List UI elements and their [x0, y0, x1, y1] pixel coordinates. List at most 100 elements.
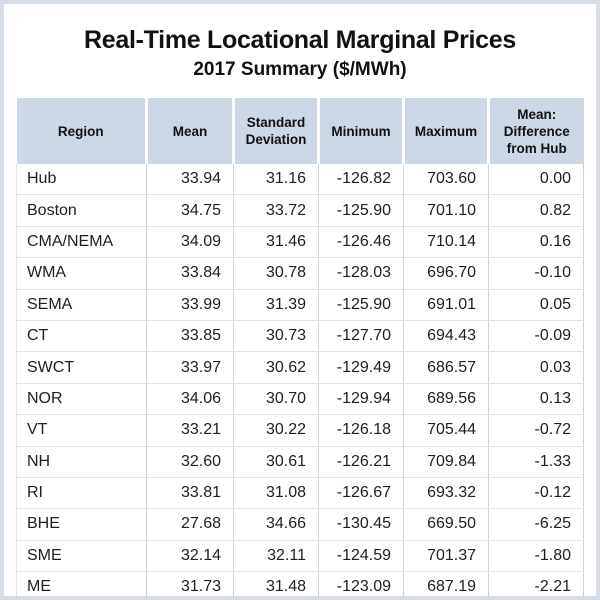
value-cell: 709.84 — [403, 446, 489, 478]
value-cell: 31.39 — [233, 289, 319, 321]
value-cell: 31.16 — [233, 164, 319, 196]
value-cell: -6.25 — [488, 508, 584, 541]
value-cell: -0.09 — [488, 320, 584, 353]
region-cell: WMA — [16, 257, 147, 290]
value-cell: -125.90 — [318, 289, 404, 321]
value-cell: 693.32 — [403, 477, 489, 510]
region-cell: SME — [16, 540, 147, 573]
value-cell: 31.73 — [146, 571, 234, 596]
value-cell: -124.59 — [318, 540, 404, 573]
value-cell: -0.10 — [488, 257, 584, 290]
value-cell: 33.94 — [146, 164, 234, 196]
value-cell: 30.73 — [233, 320, 319, 353]
region-cell: NOR — [16, 383, 147, 416]
table-body: Hub 33.94 31.16 -126.82 703.60 0.00 Boston 34.7… — [16, 164, 584, 596]
value-cell: 30.61 — [233, 446, 319, 478]
region-cell: SWCT — [16, 351, 147, 384]
value-cell: -125.90 — [318, 194, 404, 227]
table-row: CT 33.85 30.73 -127.70 694.43 -0.09 — [16, 320, 584, 353]
table-row: BHE 27.68 34.66 -130.45 669.50 -6.25 — [16, 508, 584, 541]
value-cell: 27.68 — [146, 508, 234, 541]
value-cell: 34.09 — [146, 226, 234, 259]
value-cell: 0.13 — [488, 383, 584, 416]
column-header-5: Mean: Difference from Hub — [488, 98, 584, 164]
table-row: CMA/NEMA 34.09 31.46 -126.46 710.14 0.16 — [16, 226, 584, 259]
table-row: WMA 33.84 30.78 -128.03 696.70 -0.10 — [16, 257, 584, 290]
region-cell: ME — [16, 571, 147, 596]
value-cell: 701.10 — [403, 194, 489, 227]
value-cell: 691.01 — [403, 289, 489, 321]
value-cell: -123.09 — [318, 571, 404, 596]
table-row: VT 33.21 30.22 -126.18 705.44 -0.72 — [16, 414, 584, 447]
value-cell: -126.82 — [318, 164, 404, 196]
value-cell: 32.11 — [233, 540, 319, 573]
value-cell: 0.00 — [488, 164, 584, 196]
value-cell: 34.06 — [146, 383, 234, 416]
table-row: ME 31.73 31.48 -123.09 687.19 -2.21 — [16, 571, 584, 596]
table-row: SWCT 33.97 30.62 -129.49 686.57 0.03 — [16, 351, 584, 384]
value-cell: 33.21 — [146, 414, 234, 447]
region-cell: Boston — [16, 194, 147, 227]
value-cell: 33.81 — [146, 477, 234, 510]
value-cell: 689.56 — [403, 383, 489, 416]
column-header-0: Region — [16, 98, 148, 164]
table-row: RI 33.81 31.08 -126.67 693.32 -0.12 — [16, 477, 584, 510]
value-cell: -126.46 — [318, 226, 404, 259]
value-cell: 33.85 — [146, 320, 234, 353]
table-row: NH 32.60 30.61 -126.21 709.84 -1.33 — [16, 446, 584, 478]
value-cell: 0.03 — [488, 351, 584, 384]
value-cell: 705.44 — [403, 414, 489, 447]
value-cell: 0.82 — [488, 194, 584, 227]
table-row: SME 32.14 32.11 -124.59 701.37 -1.80 — [16, 540, 584, 573]
column-header-1: Mean — [146, 98, 235, 164]
page-subtitle: 2017 Summary ($/MWh) — [193, 59, 407, 80]
value-cell: -129.49 — [318, 351, 404, 384]
value-cell: -128.03 — [318, 257, 404, 290]
value-cell: -129.94 — [318, 383, 404, 416]
value-cell: 30.22 — [233, 414, 319, 447]
value-cell: 694.43 — [403, 320, 489, 353]
value-cell: 703.60 — [403, 164, 489, 196]
region-cell: NH — [16, 446, 147, 478]
value-cell: -126.21 — [318, 446, 404, 478]
table-header: Region Mean Standard Deviation Minimum Maxim… — [16, 98, 584, 164]
value-cell: 34.66 — [233, 508, 319, 541]
value-cell: 30.78 — [233, 257, 319, 290]
value-cell: 669.50 — [403, 508, 489, 541]
value-cell: 34.75 — [146, 194, 234, 227]
value-cell: 33.97 — [146, 351, 234, 384]
region-cell: CT — [16, 320, 147, 353]
region-cell: CMA/NEMA — [16, 226, 147, 259]
column-header-4: Maximum — [403, 98, 490, 164]
value-cell: 30.70 — [233, 383, 319, 416]
value-cell: 687.19 — [403, 571, 489, 596]
value-cell: 33.72 — [233, 194, 319, 227]
value-cell: 696.70 — [403, 257, 489, 290]
region-cell: SEMA — [16, 289, 147, 321]
value-cell: 33.84 — [146, 257, 234, 290]
region-cell: BHE — [16, 508, 147, 541]
region-cell: VT — [16, 414, 147, 447]
value-cell: -0.72 — [488, 414, 584, 447]
value-cell: -127.70 — [318, 320, 404, 353]
table-row: NOR 34.06 30.70 -129.94 689.56 0.13 — [16, 383, 584, 416]
value-cell: 32.14 — [146, 540, 234, 573]
value-cell: -0.12 — [488, 477, 584, 510]
value-cell: 32.60 — [146, 446, 234, 478]
table-row: Hub 33.94 31.16 -126.82 703.60 0.00 — [16, 164, 584, 196]
value-cell: -2.21 — [488, 571, 584, 596]
column-header-3: Minimum — [318, 98, 405, 164]
value-cell: 30.62 — [233, 351, 319, 384]
value-cell: 0.05 — [488, 289, 584, 321]
value-cell: 0.16 — [488, 226, 584, 259]
value-cell: 701.37 — [403, 540, 489, 573]
column-header-2: Standard Deviation — [233, 98, 320, 164]
table-row: SEMA 33.99 31.39 -125.90 691.01 0.05 — [16, 289, 584, 321]
value-cell: 31.46 — [233, 226, 319, 259]
value-cell: -1.33 — [488, 446, 584, 478]
region-cell: RI — [16, 477, 147, 510]
table-row: Boston 34.75 33.72 -125.90 701.10 0.82 — [16, 194, 584, 227]
value-cell: 33.99 — [146, 289, 234, 321]
region-cell: Hub — [16, 164, 147, 196]
